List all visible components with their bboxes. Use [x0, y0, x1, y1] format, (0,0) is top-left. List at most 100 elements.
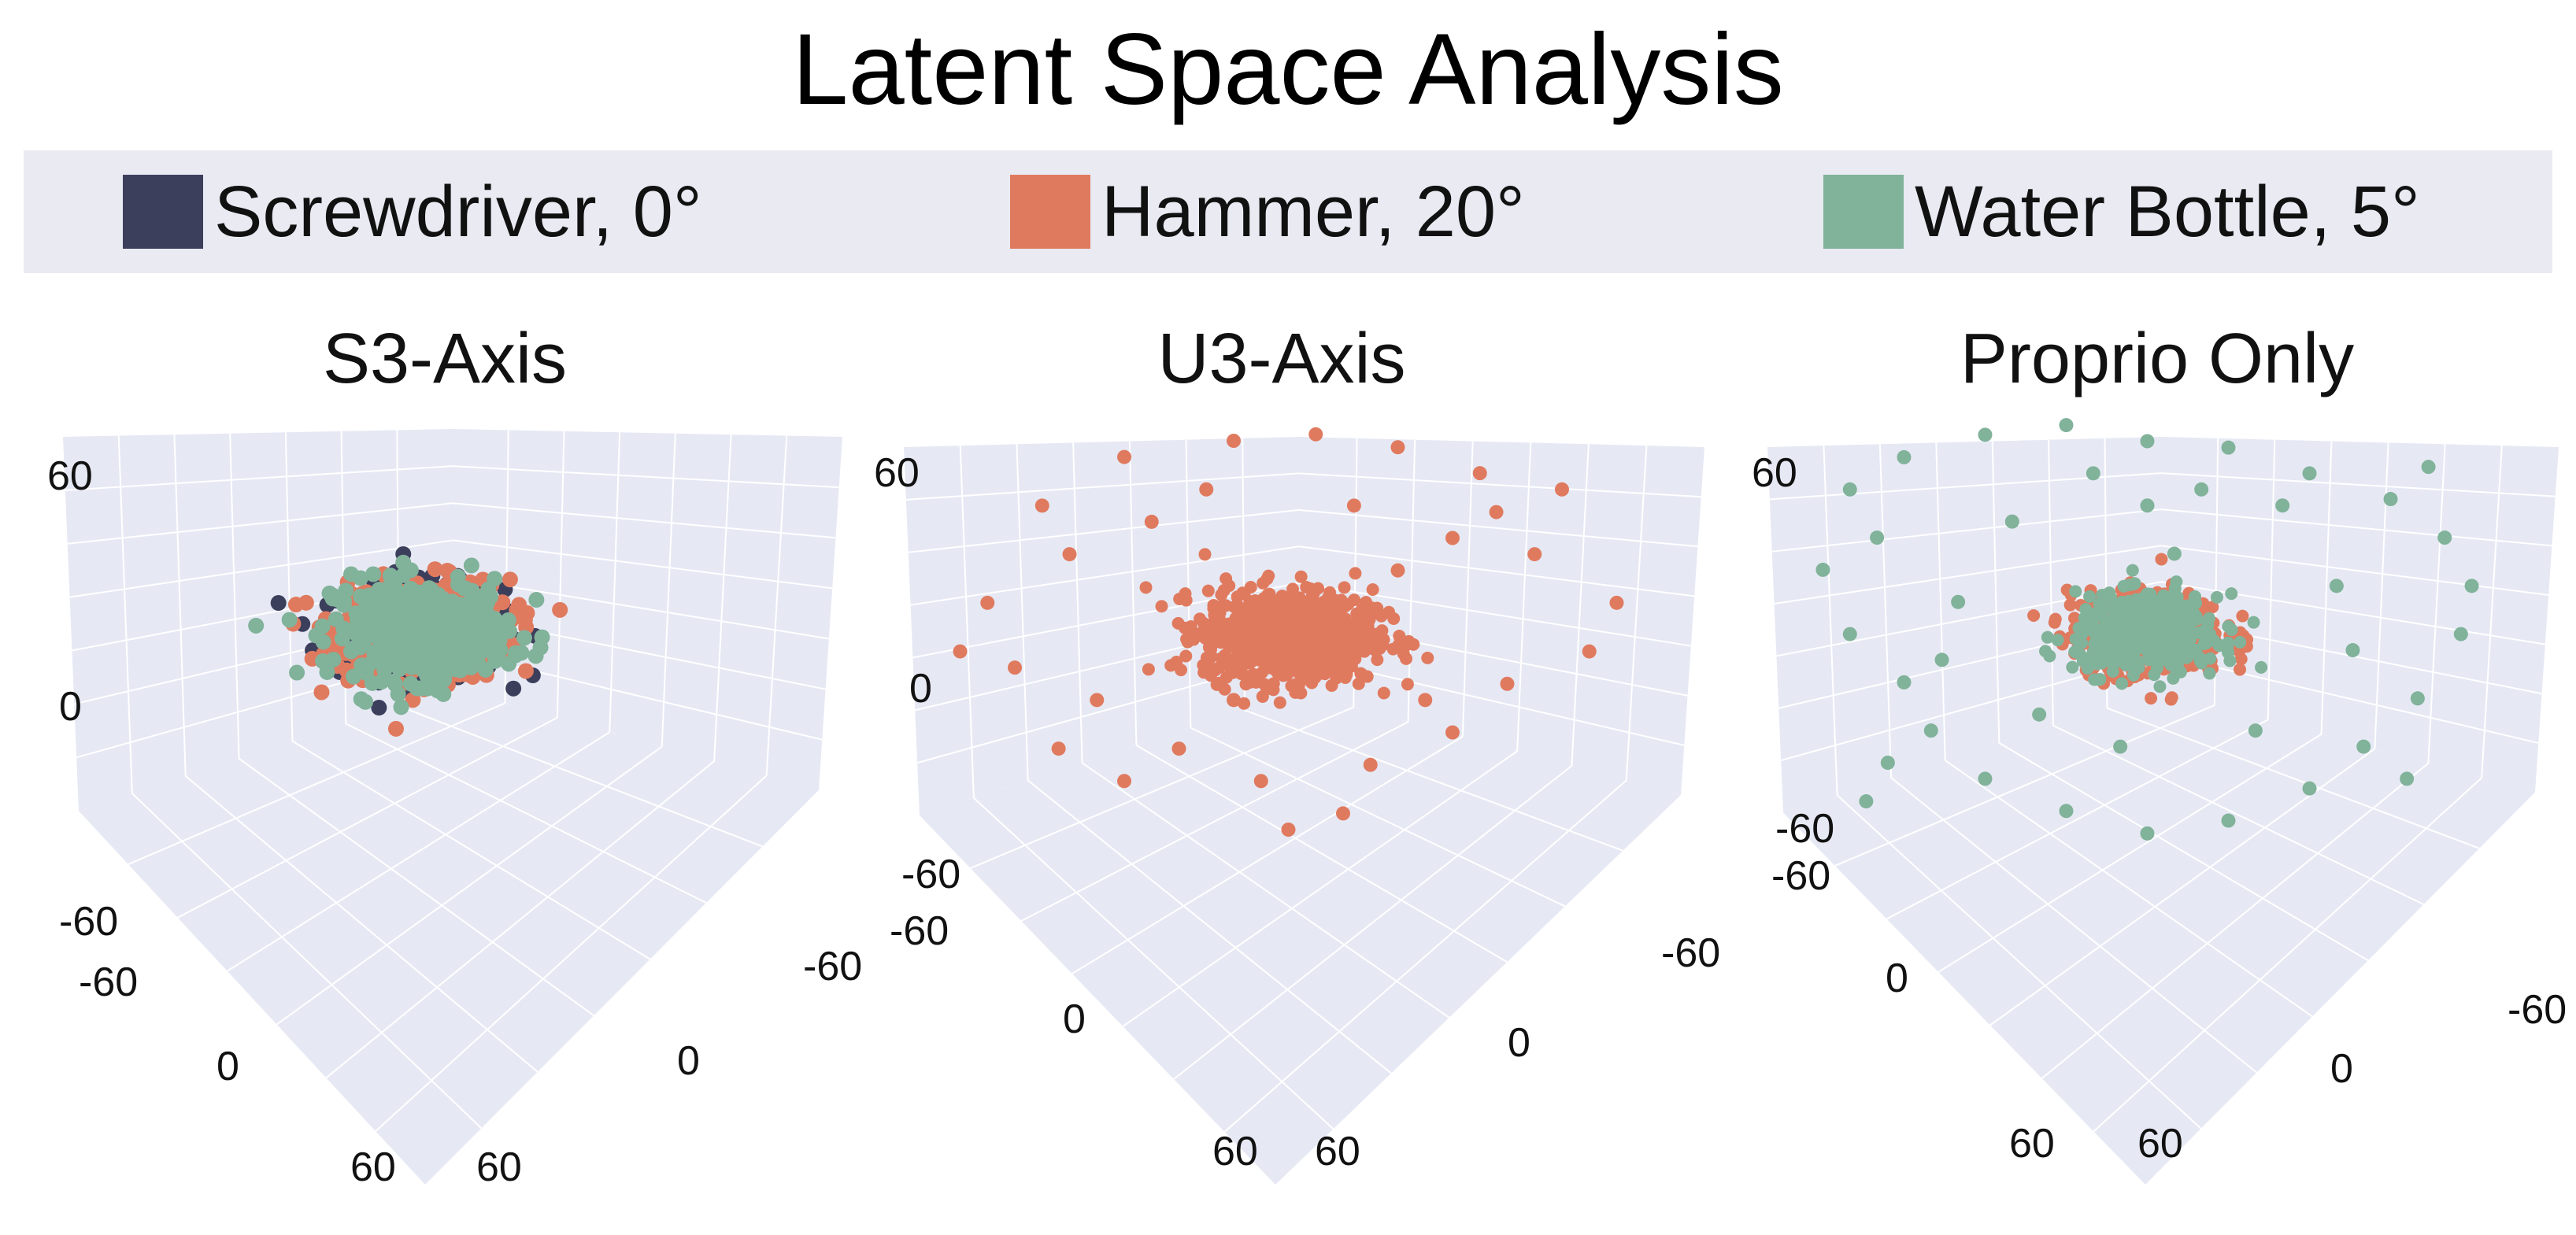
data-point — [1308, 605, 1322, 619]
grid-line — [1082, 762, 1450, 1019]
data-point — [511, 597, 527, 613]
data-point — [364, 675, 380, 691]
data-point — [1582, 644, 1597, 659]
legend-item-hammer[interactable]: Hammer, 20° — [1010, 150, 1525, 273]
panel-title-u3-axis: U3-Axis — [1157, 320, 1406, 398]
data-point — [1352, 626, 1365, 639]
data-point — [2222, 636, 2235, 649]
data-point — [2182, 650, 2195, 664]
series-water-bottle — [1815, 418, 2479, 841]
data-point — [345, 668, 361, 685]
panel-title-proprio-only: Proprio Only — [1960, 320, 2355, 398]
data-point — [1171, 741, 1186, 756]
data-point — [2100, 647, 2113, 660]
grid-line — [173, 434, 187, 776]
data-point — [1201, 584, 1215, 597]
grid-line — [1836, 794, 2202, 1130]
data-point — [1180, 632, 1194, 645]
data-point — [494, 594, 511, 611]
data-point — [1281, 823, 1296, 837]
legend-item-water-bottle[interactable]: Water Bottle, 5° — [1823, 150, 2420, 273]
data-point — [371, 700, 387, 716]
tick-label-right-axis: 0 — [677, 1038, 700, 1084]
series-hammer — [953, 427, 1624, 837]
legend-label-hammer: Hammer, 20° — [1101, 171, 1525, 252]
data-point — [2200, 636, 2213, 649]
data-point — [1340, 661, 1353, 675]
data-point — [434, 601, 450, 618]
grid-line — [1244, 709, 1623, 852]
data-point — [452, 596, 468, 612]
data-point — [446, 639, 463, 656]
data-point — [1346, 498, 1361, 513]
data-point — [1294, 592, 1307, 605]
data-point — [1336, 620, 1349, 634]
data-point — [2083, 590, 2097, 603]
data-point — [1144, 514, 1159, 529]
grid-line — [284, 432, 294, 741]
data-point — [2194, 482, 2209, 497]
data-point — [441, 656, 457, 673]
data-point — [2437, 531, 2452, 545]
tick-label-vertical: 60 — [1752, 450, 1797, 496]
data-point — [2154, 632, 2167, 645]
data-point — [517, 663, 534, 679]
tick-label-vertical: 60 — [47, 453, 93, 499]
grid-line — [291, 740, 651, 960]
grid-line — [765, 435, 788, 776]
legend-item-screwdriver[interactable]: Screwdriver, 0° — [123, 150, 702, 273]
grid-line — [2427, 444, 2446, 764]
data-point — [1390, 440, 1405, 455]
data-point — [1257, 592, 1271, 605]
data-point — [385, 673, 402, 690]
data-point — [1197, 666, 1211, 679]
data-point — [1339, 648, 1353, 661]
back-wall-left — [904, 437, 1299, 815]
grid-line — [1072, 442, 1083, 764]
tick-label-right-axis: 60 — [476, 1144, 522, 1190]
tick-label-left-axis: 0 — [1886, 956, 1908, 1001]
grid-line — [1461, 441, 1474, 737]
tick-label-left-axis: -60 — [1771, 853, 1830, 899]
data-point — [516, 612, 533, 628]
data-point — [1387, 612, 1401, 625]
data-point — [347, 639, 364, 656]
data-point — [2138, 625, 2152, 638]
data-point — [1305, 626, 1318, 639]
data-point — [477, 661, 494, 678]
data-point — [2141, 587, 2154, 601]
grid-line — [1935, 442, 1946, 761]
data-point — [1842, 627, 1857, 642]
data-point — [405, 630, 422, 646]
grid-line — [69, 539, 453, 598]
data-point — [289, 664, 305, 681]
data-point — [1386, 642, 1400, 656]
data-point — [1117, 449, 1132, 464]
data-point — [1117, 774, 1132, 789]
grid-line — [1938, 733, 2322, 973]
data-point — [980, 595, 995, 610]
data-point — [1401, 678, 1414, 691]
data-point — [1445, 531, 1460, 545]
data-point — [2048, 616, 2061, 629]
data-point — [453, 652, 469, 668]
data-point — [2329, 579, 2344, 593]
data-point — [2383, 492, 2398, 507]
data-point — [2255, 660, 2268, 674]
data-point — [2115, 644, 2129, 657]
data-point — [1365, 637, 1379, 650]
data-point — [1175, 664, 1188, 677]
data-point — [2153, 680, 2167, 693]
grid-line — [1135, 744, 1508, 963]
data-point — [2059, 804, 2074, 819]
data-point — [1246, 654, 1260, 667]
data-point — [334, 630, 350, 647]
data-point — [490, 617, 507, 634]
data-point — [2155, 553, 2168, 566]
data-point — [2027, 608, 2041, 622]
data-point — [1527, 547, 1542, 562]
grid-line — [452, 539, 833, 590]
data-point — [1155, 600, 1168, 613]
data-point — [1609, 595, 1624, 610]
